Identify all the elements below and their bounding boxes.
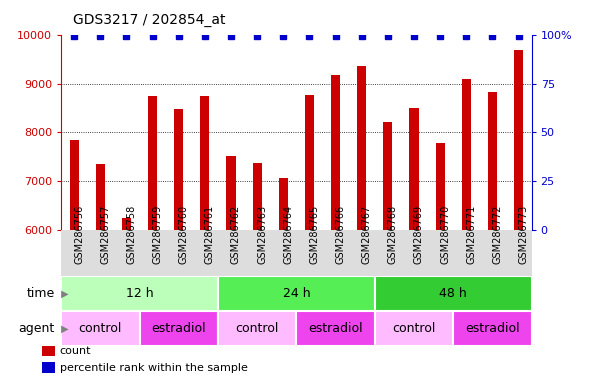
Text: 48 h: 48 h (439, 287, 467, 300)
Bar (375, 311, 453, 346)
Bar (296, 311, 375, 346)
Bar (514, 50, 523, 384)
Bar (331, 75, 340, 384)
Text: GSM286761: GSM286761 (205, 205, 215, 264)
Bar (409, 109, 419, 384)
Bar (148, 96, 157, 384)
Text: GSM286759: GSM286759 (153, 204, 163, 264)
Bar (122, 218, 131, 384)
Bar (70, 140, 79, 384)
Bar (462, 79, 471, 384)
Bar (227, 156, 236, 384)
Text: GSM286764: GSM286764 (284, 205, 293, 264)
Text: 12 h: 12 h (126, 287, 153, 300)
Bar (375, 276, 532, 311)
Text: estradiol: estradiol (152, 322, 206, 335)
Bar (174, 109, 183, 384)
Text: GSM286767: GSM286767 (362, 204, 371, 264)
Text: GSM286758: GSM286758 (126, 204, 136, 264)
Text: estradiol: estradiol (465, 322, 520, 335)
Bar (305, 95, 314, 384)
Text: percentile rank within the sample: percentile rank within the sample (60, 363, 247, 373)
Bar (436, 143, 445, 384)
Bar (279, 177, 288, 384)
Text: GSM286771: GSM286771 (466, 204, 476, 264)
Bar (200, 96, 210, 384)
Bar (218, 311, 296, 346)
Text: GSM286756: GSM286756 (74, 204, 84, 264)
Text: count: count (60, 346, 91, 356)
Text: GSM286762: GSM286762 (231, 204, 241, 264)
Text: GSM286763: GSM286763 (257, 205, 267, 264)
Text: GSM286766: GSM286766 (335, 205, 346, 264)
Bar (218, 276, 375, 311)
Text: GSM286773: GSM286773 (519, 204, 529, 264)
Text: GSM286760: GSM286760 (179, 205, 189, 264)
Text: time: time (27, 287, 55, 300)
Text: 24 h: 24 h (282, 287, 310, 300)
Bar (383, 122, 392, 384)
Bar (139, 311, 218, 346)
Bar (42, 345, 55, 356)
Bar (96, 164, 105, 384)
Bar (453, 311, 532, 346)
Text: GSM286769: GSM286769 (414, 205, 424, 264)
Text: estradiol: estradiol (308, 322, 363, 335)
Text: GSM286772: GSM286772 (492, 204, 502, 264)
Text: control: control (392, 322, 436, 335)
Bar (357, 66, 366, 384)
Text: GSM286770: GSM286770 (440, 204, 450, 264)
Text: GSM286757: GSM286757 (100, 204, 111, 264)
Bar (42, 362, 55, 373)
Text: ▶: ▶ (58, 323, 68, 333)
Text: control: control (79, 322, 122, 335)
Text: ▶: ▶ (58, 289, 68, 299)
Text: GDS3217 / 202854_at: GDS3217 / 202854_at (73, 13, 226, 27)
Text: agent: agent (19, 322, 55, 335)
Text: GSM286765: GSM286765 (309, 204, 320, 264)
Bar (61, 311, 139, 346)
Text: GSM286768: GSM286768 (388, 205, 398, 264)
Bar (252, 163, 262, 384)
Text: control: control (235, 322, 279, 335)
Bar (61, 276, 218, 311)
Bar (488, 92, 497, 384)
